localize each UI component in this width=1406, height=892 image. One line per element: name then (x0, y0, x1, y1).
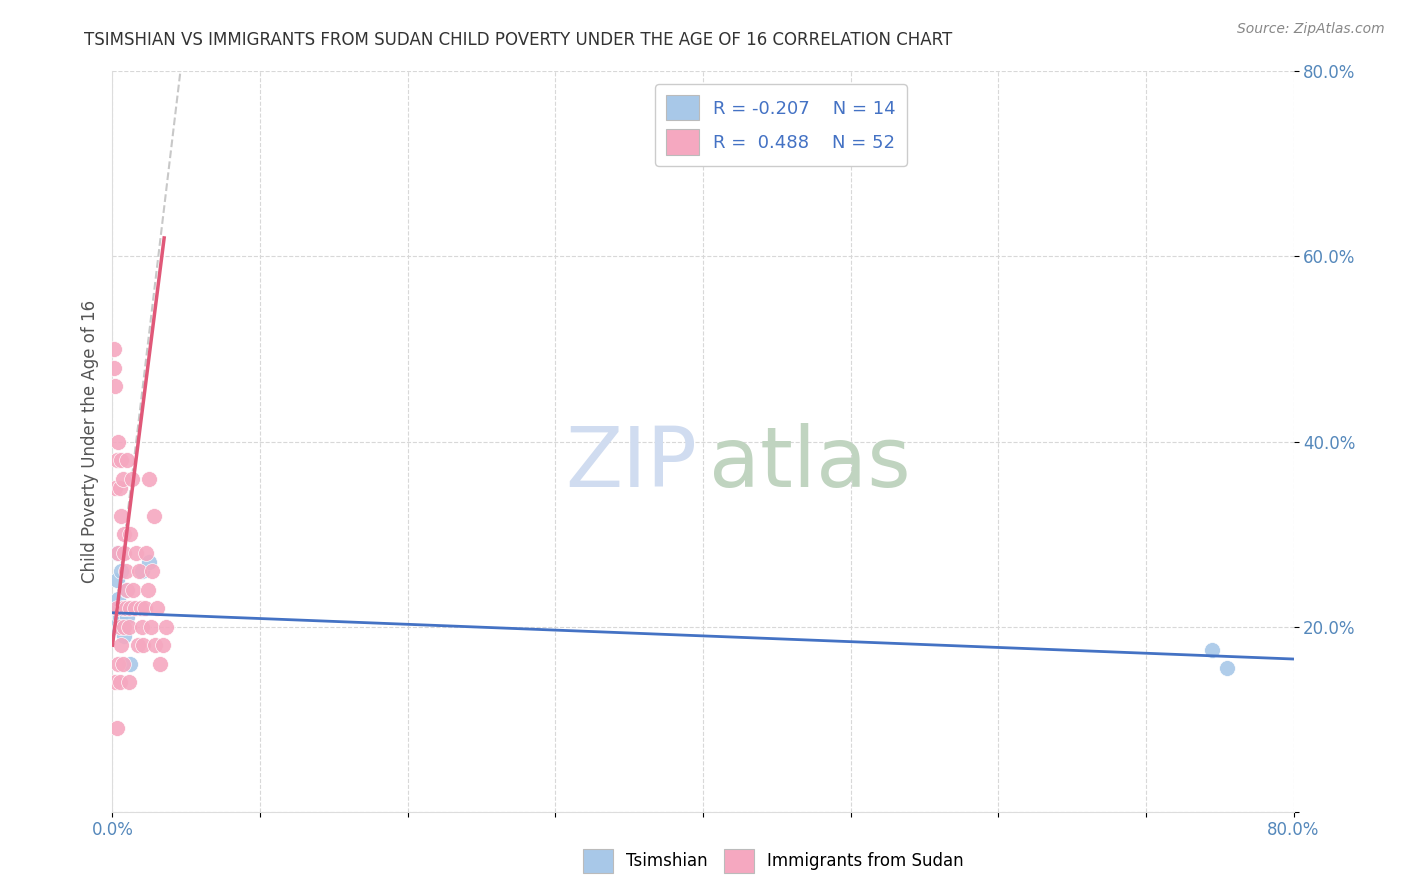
Point (134, 601, 156, 615)
Point (132, 638, 155, 652)
Point (107, 545, 129, 560)
Point (110, 638, 132, 652)
Point (149, 657, 172, 671)
Point (135, 545, 157, 560)
Point (143, 638, 166, 652)
Text: atlas: atlas (709, 423, 911, 504)
Text: ZIP: ZIP (565, 423, 697, 504)
Point (121, 472, 143, 486)
Point (1201, 642, 1223, 657)
Legend: Tsimshian, Immigrants from Sudan: Tsimshian, Immigrants from Sudan (576, 842, 970, 880)
Point (104, 379, 127, 393)
Point (103, 342, 125, 356)
Point (125, 545, 148, 560)
Point (108, 610, 131, 624)
Point (114, 582, 136, 597)
Text: TSIMSHIAN VS IMMIGRANTS FROM SUDAN CHILD POVERTY UNDER THE AGE OF 16 CORRELATION: TSIMSHIAN VS IMMIGRANTS FROM SUDAN CHILD… (84, 31, 953, 49)
Point (105, 453, 128, 467)
Point (118, 619, 141, 633)
Point (117, 610, 138, 624)
Point (122, 582, 145, 597)
Point (117, 582, 138, 597)
Point (138, 472, 160, 486)
Point (103, 619, 125, 633)
Point (103, 360, 125, 375)
Point (112, 619, 135, 633)
Y-axis label: Child Poverty Under the Age of 16: Child Poverty Under the Age of 16 (80, 300, 98, 583)
Point (114, 601, 136, 615)
Point (117, 453, 138, 467)
Point (110, 453, 132, 467)
Point (152, 638, 174, 652)
Point (105, 601, 128, 615)
Point (114, 564, 136, 578)
Point (118, 675, 141, 690)
Point (107, 657, 129, 671)
Point (112, 545, 135, 560)
Point (155, 619, 177, 633)
Point (105, 722, 128, 736)
Point (120, 657, 142, 671)
Point (105, 545, 128, 560)
Point (120, 601, 142, 615)
Point (120, 527, 142, 541)
Point (131, 619, 153, 633)
Point (112, 629, 135, 643)
Point (110, 564, 132, 578)
Point (104, 481, 127, 495)
Point (111, 472, 134, 486)
Point (104, 675, 127, 690)
Point (128, 564, 150, 578)
Point (112, 527, 135, 541)
Legend: R = -0.207    N = 14, R =  0.488    N = 52: R = -0.207 N = 14, R = 0.488 N = 52 (655, 84, 907, 166)
Point (107, 434, 129, 449)
Point (139, 619, 162, 633)
Text: Source: ZipAtlas.com: Source: ZipAtlas.com (1237, 22, 1385, 37)
Point (129, 601, 152, 615)
Point (131, 564, 153, 578)
Point (111, 657, 134, 671)
Point (108, 675, 131, 690)
Point (108, 619, 131, 633)
Point (108, 481, 131, 495)
Point (136, 582, 159, 597)
Point (107, 591, 129, 606)
Point (141, 564, 163, 578)
Point (138, 555, 160, 569)
Point (110, 508, 132, 523)
Point (1216, 661, 1239, 675)
Point (111, 601, 134, 615)
Point (142, 508, 165, 523)
Point (104, 601, 127, 615)
Point (111, 601, 134, 615)
Point (127, 638, 149, 652)
Point (105, 574, 128, 588)
Point (146, 601, 169, 615)
Point (124, 601, 146, 615)
